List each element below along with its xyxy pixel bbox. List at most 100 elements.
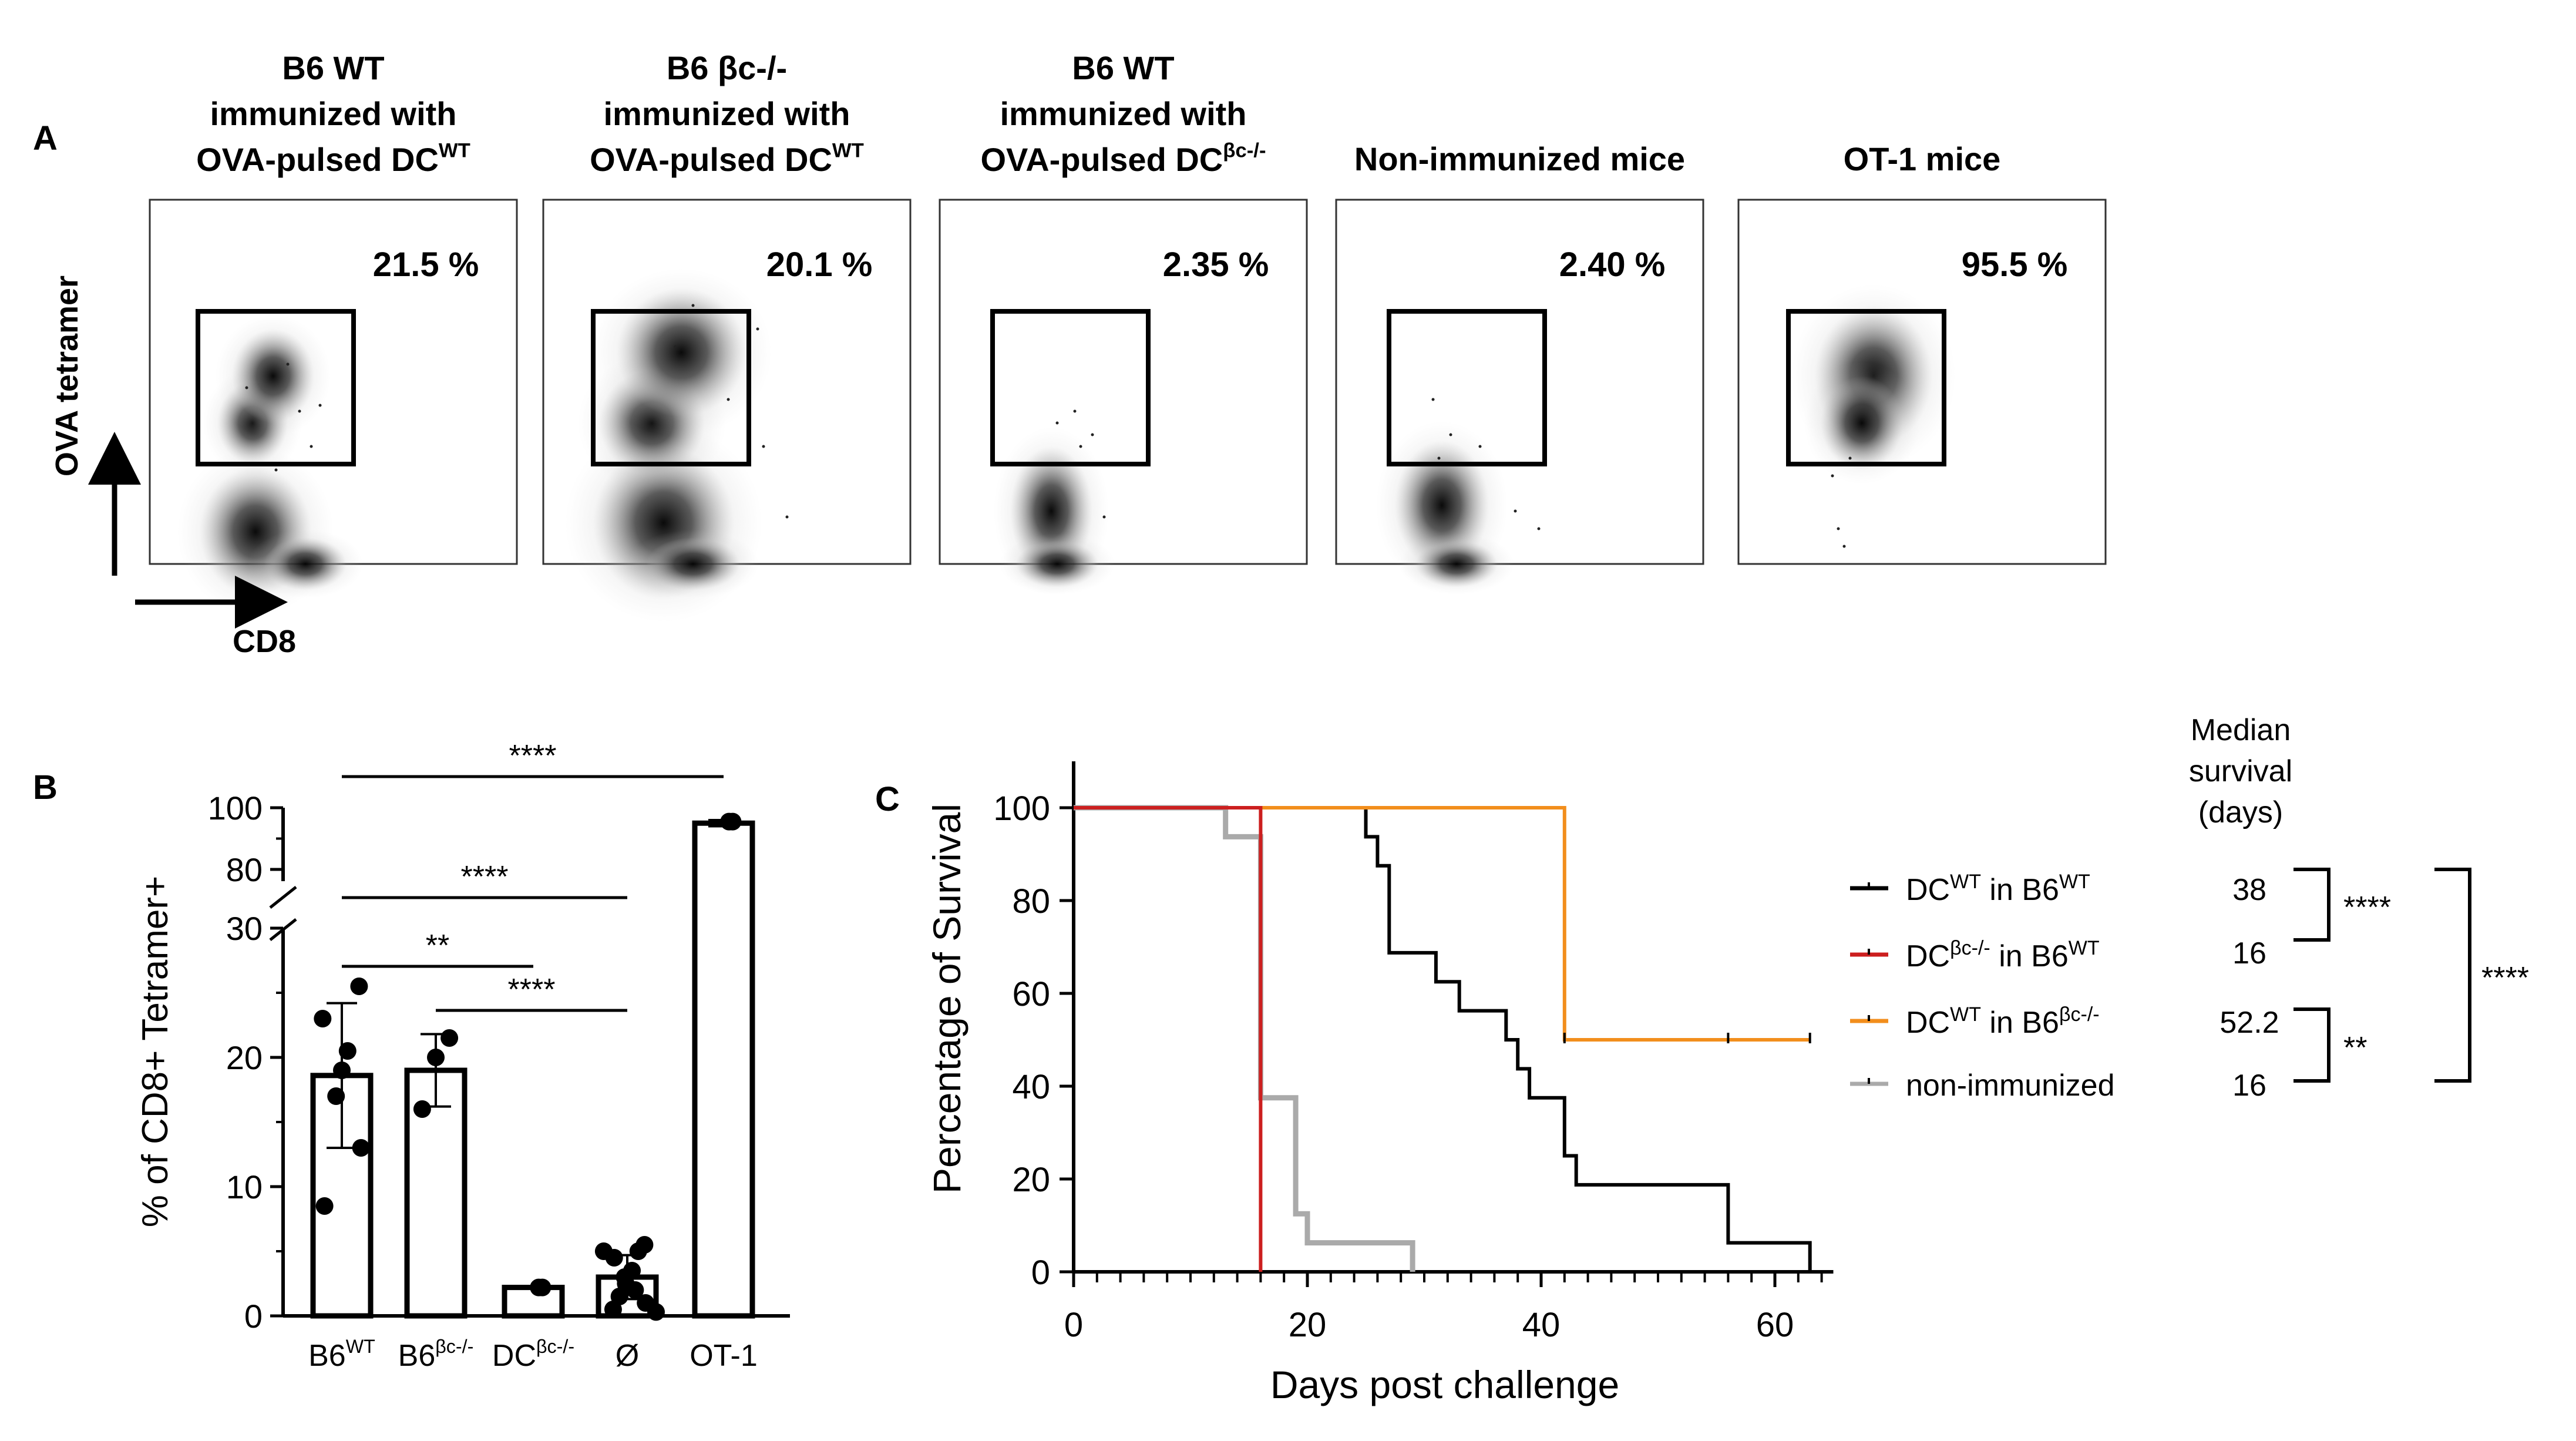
- event-dot: [1831, 474, 1834, 478]
- flow-plot: B6 WT immunized with OVA-pulsed DCβc-/- 2.3…: [939, 49, 1308, 595]
- x-category-label: OT-1: [690, 1339, 758, 1373]
- y-tick-label: 20: [226, 1039, 263, 1076]
- flow-plot: OT-1 mice 95.5 %: [1737, 140, 2107, 565]
- event-dot: [245, 386, 248, 389]
- event-dot: [727, 398, 730, 401]
- density-cloud: [1016, 540, 1098, 587]
- survival-curve: [1074, 805, 1415, 1272]
- event-dot: [274, 468, 278, 472]
- event-dot: [1073, 409, 1077, 413]
- data-point: [626, 1281, 644, 1299]
- event-dot: [1431, 398, 1435, 401]
- panel-a-flow-plots: B6 WT immunized with OVA-pulsed DCWT 21.5 %…: [149, 49, 2107, 622]
- median-header: Median survival (days): [2189, 713, 2292, 829]
- median-value: 38: [2232, 873, 2266, 907]
- median-header-line-1: Median: [2191, 713, 2291, 747]
- data-point: [352, 1139, 370, 1157]
- event-dot: [674, 345, 677, 348]
- event-dot: [1449, 433, 1452, 436]
- data-point: [315, 1197, 334, 1215]
- comparison-bracket: [2293, 868, 2330, 942]
- event-dot: [691, 304, 695, 307]
- flow-plot-title: OVA-pulsed DCWT: [196, 139, 470, 178]
- event-dot: [1102, 515, 1106, 519]
- x-tick-label: 0: [1064, 1306, 1083, 1344]
- data-point: [533, 1278, 551, 1296]
- flow-plot: B6 βc-/- immunized with OVA-pulsed DCWT 20.…: [542, 49, 912, 622]
- flow-plot-title: B6 βc-/-: [667, 49, 787, 86]
- flow-plot-title: immunized with: [1000, 95, 1247, 132]
- x-tick-label: 40: [1522, 1306, 1561, 1344]
- x-category-label: B6WT: [308, 1336, 375, 1373]
- panel-label-c: C: [875, 780, 900, 818]
- data-point: [413, 1100, 431, 1118]
- x-category-label: B6βc-/-: [398, 1336, 474, 1373]
- panel-a-xlabel: CD8: [233, 624, 296, 659]
- gate-percentage: 21.5 %: [373, 246, 479, 284]
- density-cloud: [232, 329, 314, 423]
- gate-percentage: 95.5 %: [1962, 246, 2068, 284]
- flow-plot-title: OVA-pulsed DCWT: [590, 139, 864, 178]
- x-tick-label: 20: [1289, 1306, 1327, 1344]
- data-point: [327, 1087, 345, 1105]
- panel-c-xlabel: Days post challenge: [1270, 1363, 1619, 1406]
- event-dot: [1514, 509, 1517, 513]
- significance-label: ****: [508, 973, 556, 1007]
- axis-break-mark: [269, 886, 297, 909]
- y-tick-label: 0: [244, 1298, 263, 1335]
- survival-curve: [1074, 806, 1810, 1042]
- gate-box: [196, 309, 356, 466]
- y-tick-label: 10: [226, 1168, 263, 1205]
- density-cloud: [264, 538, 347, 590]
- legend-label: DCWT in B6WT: [1906, 871, 2090, 907]
- gate-box: [591, 309, 751, 466]
- panel-a-axes: OVA tetramer CD8: [49, 276, 296, 659]
- density-cloud: [1821, 376, 1903, 470]
- y-tick-label: 40: [1012, 1068, 1050, 1106]
- data-point: [338, 1042, 357, 1060]
- y-tick-label: 100: [208, 790, 263, 827]
- event-dot: [1478, 445, 1482, 448]
- y-tick-label: 80: [226, 851, 263, 888]
- panel-label-b: B: [33, 768, 58, 807]
- comparison-label: ****: [2481, 961, 2529, 995]
- event-dot: [785, 515, 789, 519]
- data-point: [647, 1303, 665, 1321]
- event-dot: [1091, 433, 1094, 436]
- event-dot: [1837, 527, 1840, 530]
- density-cloud: [617, 288, 746, 417]
- comparison-label: **: [2343, 1031, 2367, 1065]
- comparison-bracket: [2293, 1007, 2330, 1083]
- data-point: [440, 1029, 459, 1047]
- x-tick-label: 60: [1756, 1306, 1794, 1344]
- significance-label: ****: [509, 739, 557, 773]
- gate-percentage: 2.35 %: [1163, 246, 1269, 284]
- y-tick-label: 100: [993, 790, 1050, 828]
- y-tick-label: 30: [226, 910, 263, 947]
- flow-plot-title: OT-1 mice: [1844, 140, 2001, 177]
- survival-curve: [1074, 806, 1812, 1272]
- event-dot: [1055, 421, 1059, 425]
- median-header-line-3: (days): [2198, 795, 2283, 829]
- comparison-bracket: [2434, 868, 2471, 1083]
- median-value: 52.2: [2219, 1006, 2279, 1040]
- panel-a-ylabel: OVA tetramer: [49, 276, 85, 476]
- data-point: [604, 1301, 622, 1318]
- event-dot: [756, 327, 759, 331]
- panel-label-a: A: [33, 119, 58, 157]
- y-tick-label: 20: [1012, 1161, 1050, 1199]
- flow-plot-title: B6 WT: [1072, 49, 1174, 86]
- event-dot: [318, 404, 322, 407]
- event-dot: [1848, 456, 1852, 460]
- flow-plot: Non-immunized mice 2.40 %: [1335, 140, 1704, 594]
- flow-plot-title: Non-immunized mice: [1354, 140, 1685, 177]
- event-dot: [310, 445, 313, 448]
- significance-label: **: [426, 929, 449, 963]
- event-dot: [1437, 456, 1441, 460]
- median-header-line-2: survival: [2189, 754, 2292, 788]
- bar: [692, 820, 755, 1319]
- comparison-label: ****: [2343, 891, 2391, 925]
- event-dot: [1079, 445, 1082, 448]
- density-cloud: [1415, 540, 1498, 587]
